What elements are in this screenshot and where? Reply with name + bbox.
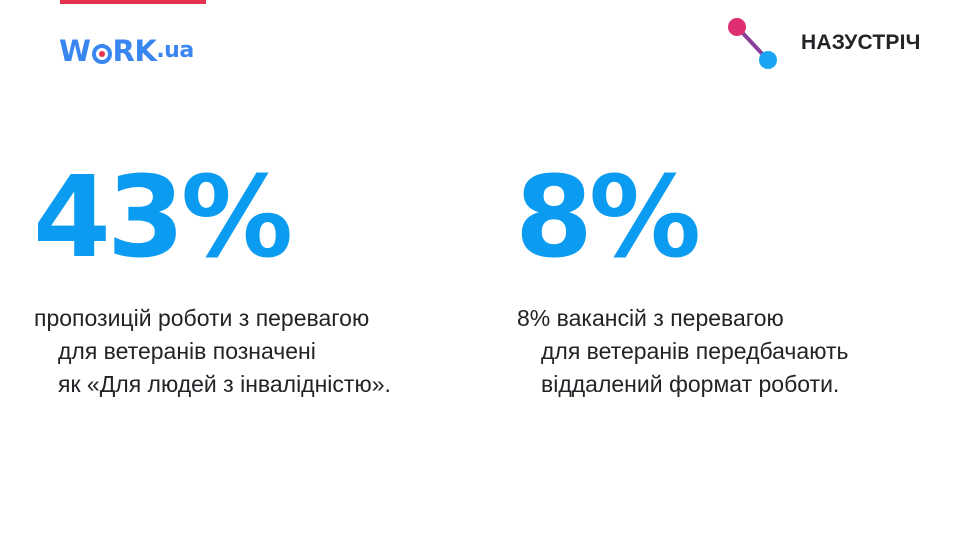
stat-right-line-2: для ветеранів передбачають xyxy=(541,338,849,364)
stat-value-left: 43% xyxy=(33,153,293,283)
stat-value-right: 8% xyxy=(515,153,701,283)
stat-description-left: пропозицій роботи з перевагою для ветера… xyxy=(34,302,391,401)
blue-node xyxy=(759,51,777,69)
connection-nodes-icon xyxy=(728,18,777,69)
stat-left-line-1: пропозицій роботи з перевагою xyxy=(34,305,370,331)
stat-left-line-2: для ветеранів позначені xyxy=(58,338,316,364)
stat-left-line-3: як «Для людей з інвалідністю». xyxy=(58,371,391,397)
stat-description-right: 8% вакансій з перевагою для ветеранів пе… xyxy=(517,302,848,401)
stat-right-line-3: віддалений формат роботи. xyxy=(541,371,840,397)
logo-letter-w: W xyxy=(59,34,91,68)
partner-name: НАЗУСТРІЧ xyxy=(801,31,921,54)
top-accent-bar xyxy=(60,0,206,4)
logo-suffix: .ua xyxy=(156,38,194,63)
work-ua-logo[interactable]: W RK .ua xyxy=(59,33,194,69)
pink-node xyxy=(728,18,746,36)
logo-target-icon xyxy=(91,44,112,64)
logo-letters-rk: RK xyxy=(112,34,157,68)
stat-right-line-1: 8% вакансій з перевагою xyxy=(517,305,784,331)
